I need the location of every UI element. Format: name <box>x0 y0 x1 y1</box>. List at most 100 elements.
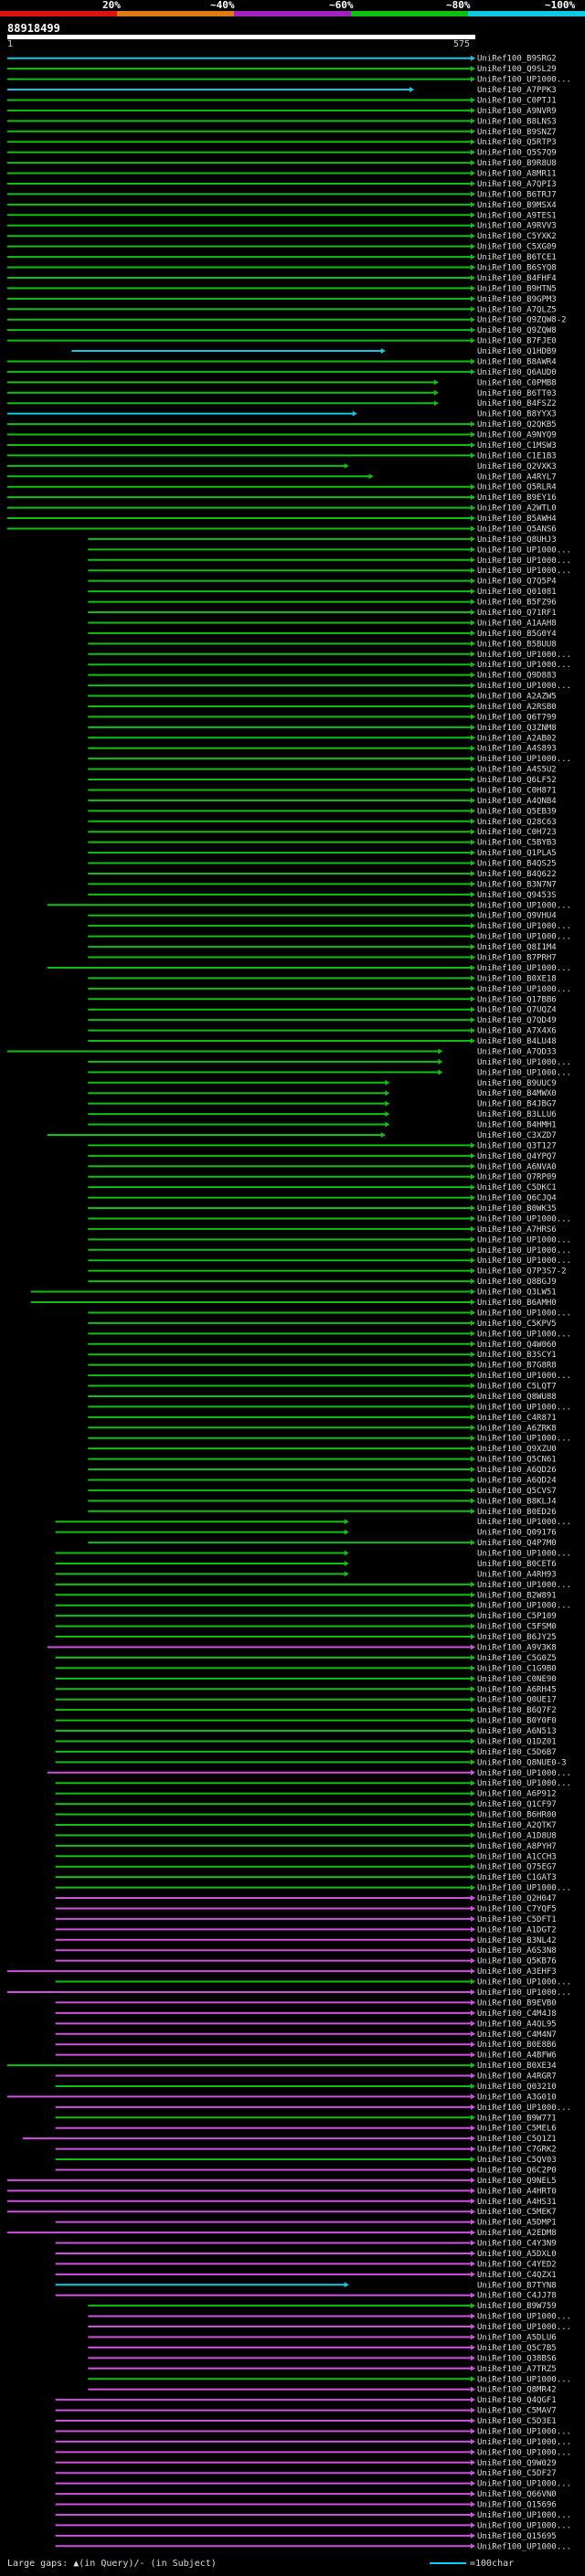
hit-label[interactable]: UniRef100_C4R871 <box>477 1414 557 1423</box>
hit-label[interactable]: UniRef100_Q4YPQ7 <box>477 1152 557 1161</box>
hit-label[interactable]: UniRef100_A6QD26 <box>477 1466 557 1475</box>
hit-label[interactable]: UniRef100_A4S5U2 <box>477 766 557 775</box>
hit-label[interactable]: UniRef100_UP1000... <box>477 2511 571 2520</box>
hit-label[interactable]: UniRef100_A5DLU6 <box>477 2333 557 2342</box>
hit-label[interactable]: UniRef100_A7HRS6 <box>477 1225 557 1235</box>
hit-label[interactable]: UniRef100_UP1000... <box>477 1978 571 1988</box>
hit-label[interactable]: UniRef100_A4RH93 <box>477 1570 557 1579</box>
hit-label[interactable]: UniRef100_A4HS31 <box>477 2198 557 2207</box>
hit-label[interactable]: UniRef100_Q6C2P0 <box>477 2166 557 2175</box>
hit-label[interactable]: UniRef100_UP1000... <box>477 1550 571 1559</box>
hit-label[interactable]: UniRef100_UP1000... <box>477 1518 571 1527</box>
hit-label[interactable]: UniRef100_Q9ZQW8-2 <box>477 316 567 325</box>
hit-label[interactable]: UniRef100_C5P109 <box>477 1612 557 1621</box>
hit-label[interactable]: UniRef100_B9R8U8 <box>477 159 557 168</box>
hit-label[interactable]: UniRef100_A9RVV3 <box>477 222 557 231</box>
hit-label[interactable]: UniRef100_C5YXK2 <box>477 232 557 241</box>
hit-label[interactable]: UniRef100_C0NE90 <box>477 1675 557 1684</box>
hit-label[interactable]: UniRef100_UP1000... <box>477 76 571 85</box>
hit-label[interactable]: UniRef100_UP1000... <box>477 1235 571 1245</box>
hit-label[interactable]: UniRef100_Q7RP09 <box>477 1173 557 1182</box>
hit-label[interactable]: UniRef100_C5DF27 <box>477 2469 557 2478</box>
hit-label[interactable]: UniRef100_C4Y3N9 <box>477 2240 557 2249</box>
hit-label[interactable]: UniRef100_UP1000... <box>477 1058 571 1067</box>
hit-label[interactable]: UniRef100_B9EY16 <box>477 493 557 503</box>
hit-label[interactable]: UniRef100_A2WTL0 <box>477 504 557 514</box>
hit-label[interactable]: UniRef100_C4M4N7 <box>477 2030 557 2040</box>
hit-label[interactable]: UniRef100_C5QV03 <box>477 2156 557 2165</box>
hit-label[interactable]: UniRef100_C5G0Z5 <box>477 1654 557 1663</box>
hit-label[interactable]: UniRef100_C1G9B0 <box>477 1664 557 1673</box>
hit-label[interactable]: UniRef100_UP1000... <box>477 1581 571 1590</box>
hit-label[interactable]: UniRef100_UP1000... <box>477 661 571 670</box>
hit-label[interactable]: UniRef100_B9MSX4 <box>477 201 557 210</box>
hit-label[interactable]: UniRef100_Q6AUD0 <box>477 368 557 377</box>
hit-label[interactable]: UniRef100_B6Q7F2 <box>477 1706 557 1715</box>
hit-label[interactable]: UniRef100_A9NYQ9 <box>477 431 557 440</box>
hit-label[interactable]: UniRef100_A2RSB0 <box>477 703 557 712</box>
hit-label[interactable]: UniRef100_UP1000... <box>477 2448 571 2457</box>
hit-label[interactable]: UniRef100_Q75EG7 <box>477 1863 557 1872</box>
hit-label[interactable]: UniRef100_Q2QKB5 <box>477 420 557 429</box>
hit-label[interactable]: UniRef100_A4RYL7 <box>477 472 557 482</box>
hit-label[interactable]: UniRef100_Q2H047 <box>477 1894 557 1903</box>
hit-label[interactable]: UniRef100_Q1PLA5 <box>477 849 557 858</box>
hit-label[interactable]: UniRef100_UP1000... <box>477 755 571 764</box>
hit-label[interactable]: UniRef100_A6S3N8 <box>477 1946 557 1956</box>
hit-label[interactable]: UniRef100_Q6LF52 <box>477 776 557 785</box>
hit-label[interactable]: UniRef100_C0H871 <box>477 786 557 795</box>
hit-label[interactable]: UniRef100_C5D6B7 <box>477 1748 557 1757</box>
hit-label[interactable]: UniRef100_UP1000... <box>477 2438 571 2447</box>
hit-label[interactable]: UniRef100_Q8UHJ3 <box>477 535 557 545</box>
hit-label[interactable]: UniRef100_C5MEL6 <box>477 2125 557 2134</box>
hit-label[interactable]: UniRef100_UP1000... <box>477 682 571 691</box>
hit-label[interactable]: UniRef100_C0PMB8 <box>477 378 557 387</box>
hit-label[interactable]: UniRef100_Q28C63 <box>477 818 557 827</box>
hit-label[interactable]: UniRef100_Q17BB6 <box>477 995 557 1004</box>
hit-label[interactable]: UniRef100_A7PPK3 <box>477 86 557 95</box>
hit-label[interactable]: UniRef100_B4FSZ2 <box>477 399 557 408</box>
hit-label[interactable]: UniRef100_C5FSM0 <box>477 1623 557 1632</box>
hit-label[interactable]: UniRef100_Q15696 <box>477 2501 557 2510</box>
hit-label[interactable]: UniRef100_Q7UQZ4 <box>477 1006 557 1015</box>
hit-label[interactable]: UniRef100_B7TYN8 <box>477 2281 557 2290</box>
hit-label[interactable]: UniRef100_Q5S7Q9 <box>477 149 557 158</box>
hit-label[interactable]: UniRef100_A6QD24 <box>477 1476 557 1485</box>
hit-label[interactable]: UniRef100_A1AAH8 <box>477 619 557 628</box>
hit-label[interactable]: UniRef100_Q1HDB9 <box>477 347 557 356</box>
hit-label[interactable]: UniRef100_A2AZW5 <box>477 693 557 702</box>
hit-label[interactable]: UniRef100_Q3LW51 <box>477 1288 557 1298</box>
hit-label[interactable]: UniRef100_A6RH45 <box>477 1685 557 1694</box>
hit-label[interactable]: UniRef100_B7FJE0 <box>477 337 557 346</box>
hit-label[interactable]: UniRef100_B5FZ96 <box>477 599 557 608</box>
hit-label[interactable]: UniRef100_Q8BGJ9 <box>477 1277 557 1287</box>
hit-label[interactable]: UniRef100_UP1000... <box>477 2104 571 2113</box>
hit-label[interactable]: UniRef100_A7TRZ5 <box>477 2365 557 2374</box>
hit-label[interactable]: UniRef100_Q7P3S7-2 <box>477 1267 567 1277</box>
hit-label[interactable]: UniRef100_C5DKC1 <box>477 1183 557 1193</box>
hit-label[interactable]: UniRef100_C7YQF5 <box>477 1904 557 1913</box>
hit-label[interactable]: UniRef100_C5LQT7 <box>477 1383 557 1392</box>
hit-label[interactable]: UniRef100_UP1000... <box>477 964 571 973</box>
hit-label[interactable]: UniRef100_UP1000... <box>477 1403 571 1412</box>
hit-label[interactable]: UniRef100_Q5CN61 <box>477 1456 557 1465</box>
hit-label[interactable]: UniRef100_UP1000... <box>477 2521 571 2530</box>
hit-label[interactable]: UniRef100_B4HMH1 <box>477 1121 557 1130</box>
hit-label[interactable]: UniRef100_B0XE34 <box>477 2062 557 2071</box>
hit-label[interactable]: UniRef100_C5BYB3 <box>477 839 557 848</box>
hit-label[interactable]: UniRef100_Q5KB76 <box>477 1957 557 1966</box>
hit-label[interactable]: UniRef100_Q5ANS6 <box>477 525 557 534</box>
hit-label[interactable]: UniRef100_B9GPM3 <box>477 295 557 304</box>
hit-label[interactable]: UniRef100_A3EHF3 <box>477 1967 557 1977</box>
hit-label[interactable]: UniRef100_C5DFT1 <box>477 1915 557 1924</box>
hit-label[interactable]: UniRef100_Q6CJQ4 <box>477 1194 557 1203</box>
hit-label[interactable]: UniRef100_UP1000... <box>477 557 571 566</box>
hit-label[interactable]: UniRef100_C5MAV7 <box>477 2407 557 2416</box>
hit-label[interactable]: UniRef100_B8LNS3 <box>477 117 557 126</box>
hit-label[interactable]: UniRef100_C4JJ78 <box>477 2292 557 2301</box>
hit-label[interactable]: UniRef100_Q15695 <box>477 2532 557 2541</box>
hit-label[interactable]: UniRef100_B4JBG7 <box>477 1100 557 1109</box>
hit-label[interactable]: UniRef100_Q9XZU0 <box>477 1445 557 1454</box>
hit-label[interactable]: UniRef100_UP1000... <box>477 2427 571 2436</box>
hit-label[interactable]: UniRef100_A7QLZ5 <box>477 305 557 314</box>
